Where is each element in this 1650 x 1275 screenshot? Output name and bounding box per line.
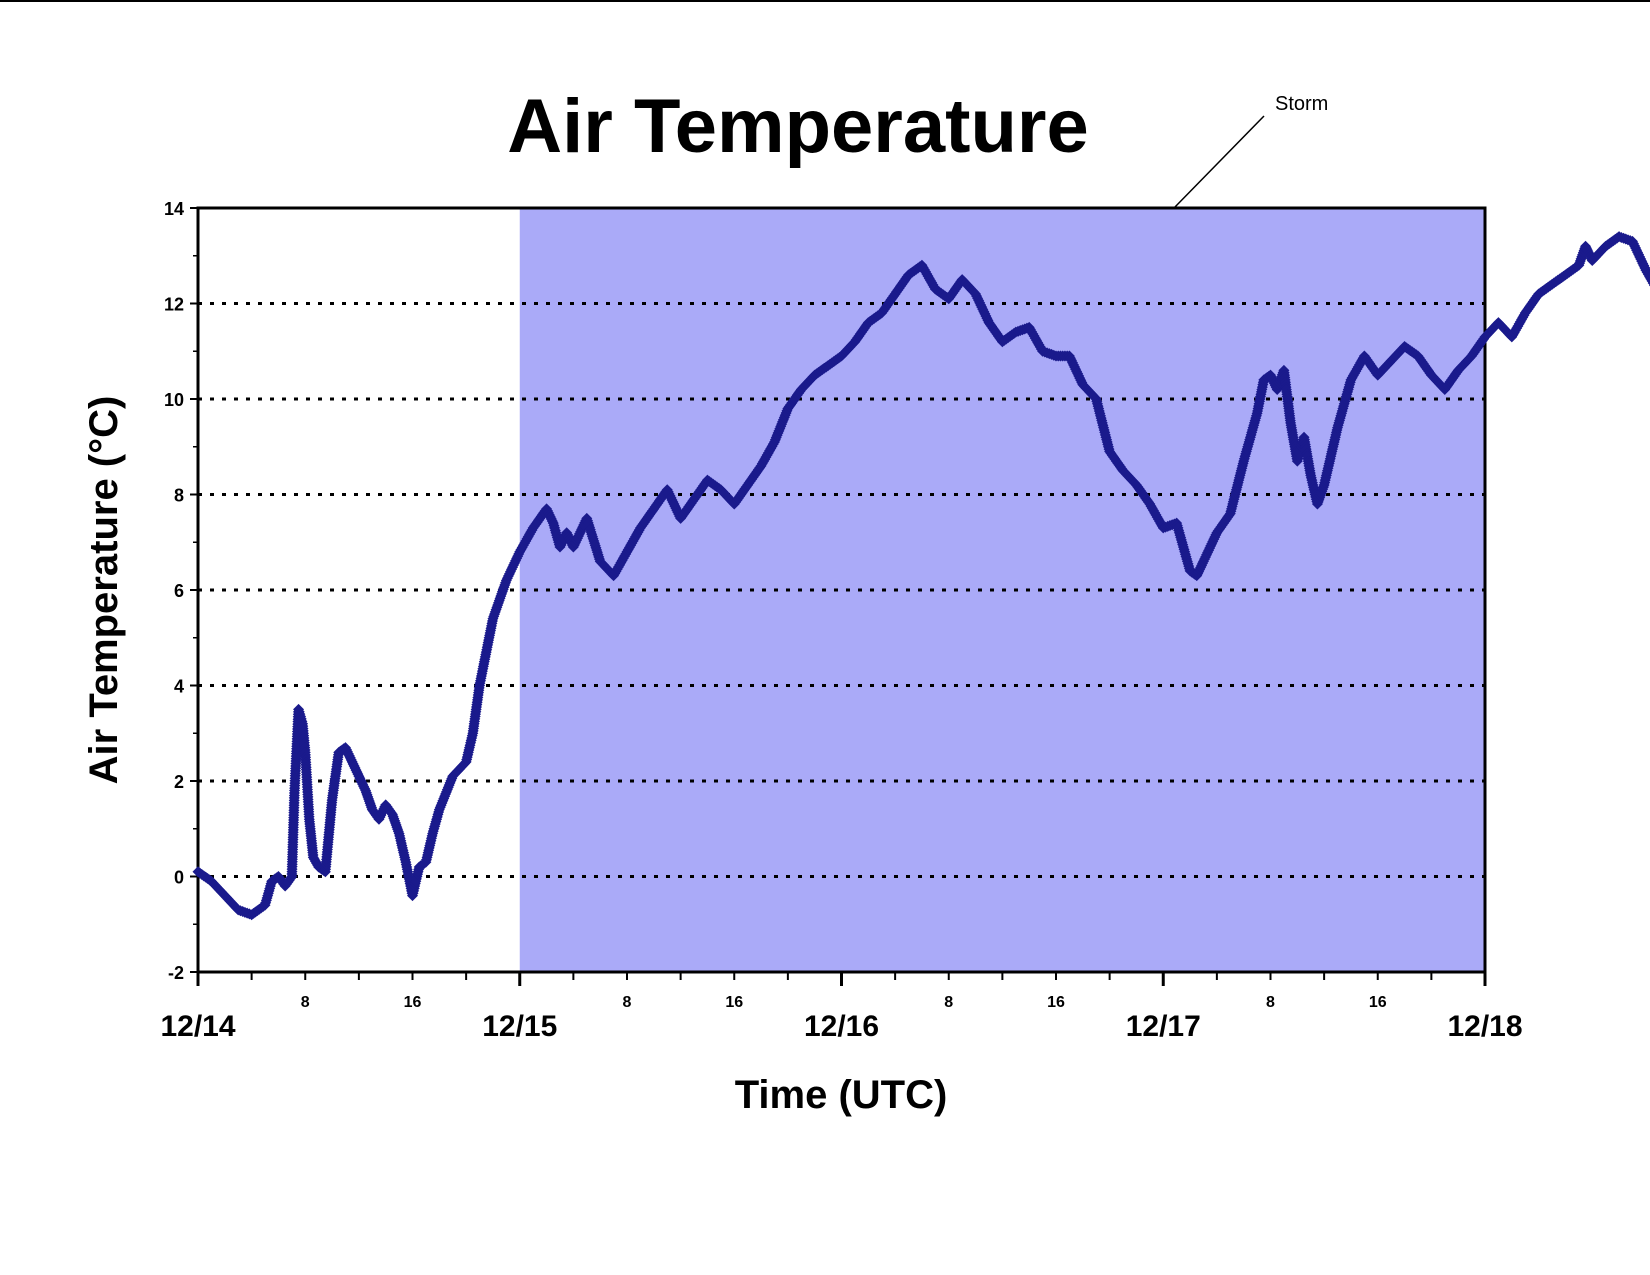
y-tick-label: -2 <box>168 963 184 983</box>
y-tick-label: 6 <box>174 581 184 601</box>
y-tick-label: 14 <box>164 199 184 219</box>
x-major-tick-label: 12/18 <box>1447 1010 1522 1043</box>
x-major-tick-label: 12/15 <box>482 1010 557 1043</box>
x-major-tick-label: 12/14 <box>160 1010 235 1043</box>
chart-title: Air Temperature <box>507 84 1088 169</box>
x-minor-tick-label: 16 <box>404 994 422 1011</box>
x-minor-tick-label: 8 <box>944 994 953 1011</box>
x-axis-title: Time (UTC) <box>735 1073 948 1117</box>
storm-annotation-leader <box>1173 115 1265 209</box>
y-tick-label: 2 <box>174 772 184 792</box>
x-minor-tick-label: 8 <box>1266 994 1275 1011</box>
y-tick-label: 10 <box>164 390 184 410</box>
x-minor-tick-label: 8 <box>301 994 310 1011</box>
x-major-tick-label: 12/17 <box>1126 1010 1201 1043</box>
y-tick-label: 8 <box>174 486 184 506</box>
y-tick-label: 0 <box>174 868 184 888</box>
y-axis-ticks: -2 0 2 4 6 8 10 12 14 <box>164 199 198 983</box>
x-axis-ticks: 12/14 12/15 12/16 12/17 12/18 8 16 8 16 8 16 8 16 <box>160 972 1523 1043</box>
temperature-series <box>192 231 1650 921</box>
y-tick-label: 12 <box>164 295 184 315</box>
y-tick-label: 4 <box>174 677 184 697</box>
y-axis-title: Air Temperature (°C) <box>82 396 126 785</box>
x-minor-tick-label: 16 <box>725 994 743 1011</box>
plot-frame <box>196 206 1487 974</box>
x-minor-tick-label: 16 <box>1047 994 1065 1011</box>
data-point <box>1647 280 1650 286</box>
x-major-tick-label: 12/16 <box>804 1010 879 1043</box>
storm-annotation-label: Storm <box>1275 93 1328 115</box>
x-minor-tick-label: 8 <box>623 994 632 1011</box>
x-minor-tick-label: 16 <box>1369 994 1387 1011</box>
